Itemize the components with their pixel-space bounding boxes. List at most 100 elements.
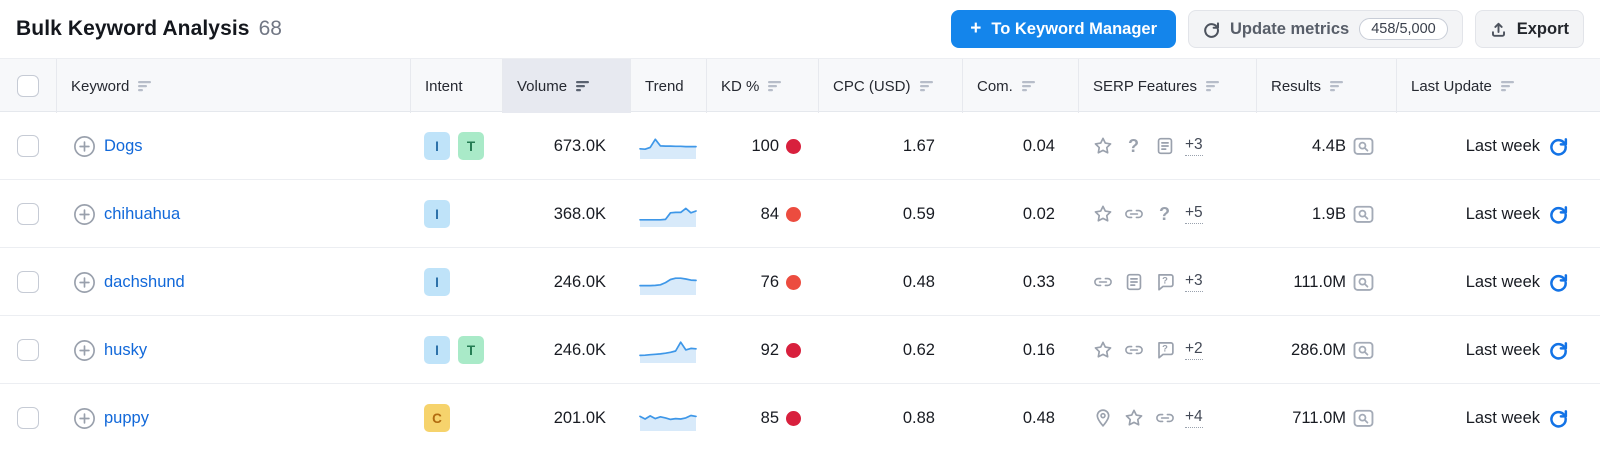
column-header-volume[interactable]: Volume — [502, 59, 630, 113]
keyword-link[interactable]: husky — [104, 340, 148, 359]
last-update-cell: Last week — [1396, 384, 1600, 452]
row-checkbox[interactable] — [17, 339, 39, 361]
row-checkbox[interactable] — [17, 135, 39, 157]
sort-icon — [1330, 81, 1344, 92]
add-to-list-icon[interactable] — [73, 271, 96, 294]
row-select-cell — [0, 112, 56, 180]
row-checkbox[interactable] — [17, 407, 39, 429]
export-button[interactable]: Export — [1474, 10, 1584, 48]
column-header-com[interactable]: Com. — [962, 59, 1078, 113]
column-header-intent[interactable]: Intent — [410, 59, 502, 113]
serp-more-link[interactable]: +4 — [1185, 408, 1203, 429]
refresh-metrics-icon[interactable] — [1549, 409, 1568, 428]
serp-preview-icon[interactable] — [1353, 273, 1374, 291]
cpc-value: 0.59 — [902, 204, 935, 223]
keyword-link[interactable]: Dogs — [104, 136, 143, 155]
kd-difficulty-dot — [786, 274, 801, 290]
serp-preview-icon[interactable] — [1353, 341, 1374, 359]
results-value: 1.9B — [1312, 204, 1346, 223]
column-label: Volume — [517, 77, 568, 95]
serp-preview-icon[interactable] — [1353, 409, 1374, 427]
sort-icon-active — [576, 81, 590, 92]
plus-icon: + — [970, 17, 982, 39]
question-icon: ? — [1159, 203, 1170, 224]
serp-more-link[interactable]: +5 — [1185, 204, 1203, 225]
row-checkbox[interactable] — [17, 203, 39, 225]
keyword-count: 68 — [258, 17, 282, 40]
trend-sparkline — [639, 406, 697, 431]
cpc-cell: 0.88 — [818, 384, 962, 452]
add-to-list-icon[interactable] — [73, 407, 96, 430]
refresh-metrics-icon[interactable] — [1549, 205, 1568, 224]
results-value: 711.0M — [1292, 408, 1346, 427]
volume-cell: 673.0K — [502, 112, 630, 180]
trend-sparkline — [639, 338, 697, 363]
update-metrics-button[interactable]: Update metrics 458/5,000 — [1188, 10, 1463, 48]
column-header-kd[interactable]: KD % — [706, 59, 818, 113]
keyword-link[interactable]: puppy — [104, 408, 149, 427]
row-select-cell — [0, 384, 56, 452]
serp-preview-icon[interactable] — [1353, 205, 1374, 223]
sort-icon — [138, 81, 152, 92]
refresh-metrics-icon[interactable] — [1549, 273, 1568, 292]
cpc-value: 0.48 — [902, 272, 935, 291]
serp-preview-icon[interactable] — [1353, 137, 1374, 155]
export-label: Export — [1516, 19, 1569, 38]
column-header-last-update[interactable]: Last Update — [1396, 59, 1600, 113]
serp-more-link[interactable]: +3 — [1185, 136, 1203, 157]
title-wrap: Bulk Keyword Analysis 68 — [16, 17, 282, 41]
table-row: chihuahua I 368.0K 84 0.59 0.02 ? +5 1.9B — [0, 180, 1600, 248]
intent-badge-i: I — [424, 200, 450, 228]
keyword-link[interactable]: chihuahua — [104, 204, 181, 223]
volume-value: 368.0K — [553, 204, 606, 223]
last-update-value: Last week — [1465, 340, 1540, 359]
column-header-trend[interactable]: Trend — [630, 59, 706, 113]
column-label: Keyword — [71, 77, 130, 95]
column-header-cpc[interactable]: CPC (USD) — [818, 59, 962, 113]
page-title: Bulk Keyword Analysis — [16, 17, 250, 40]
sort-icon — [1205, 81, 1219, 92]
intent-badges: C — [410, 384, 502, 452]
link-icon — [1123, 340, 1144, 361]
intent-badge-i: I — [424, 132, 450, 160]
cpc-cell: 0.59 — [818, 180, 962, 248]
trend-cell — [630, 384, 706, 452]
results-value: 286.0M — [1290, 340, 1346, 359]
com-cell: 0.48 — [962, 384, 1078, 452]
keyword-link[interactable]: dachshund — [104, 272, 185, 291]
intent-badge-c: C — [424, 404, 450, 432]
refresh-metrics-icon[interactable] — [1549, 137, 1568, 156]
serp-more-link[interactable]: +2 — [1185, 340, 1203, 361]
add-to-list-icon[interactable] — [73, 339, 96, 362]
cpc-cell: 0.48 — [818, 248, 962, 316]
select-all-checkbox[interactable] — [17, 75, 39, 97]
serp-more-link[interactable]: +3 — [1185, 272, 1203, 293]
column-header-keyword[interactable]: Keyword — [56, 59, 410, 113]
com-value: 0.02 — [1022, 204, 1055, 223]
last-update-value: Last week — [1465, 204, 1540, 223]
column-label: Intent — [425, 77, 463, 95]
column-label: Trend — [645, 77, 684, 95]
trend-sparkline — [639, 270, 697, 295]
kd-difficulty-dot — [786, 138, 801, 154]
results-cell: 286.0M — [1256, 316, 1396, 384]
last-update-cell: Last week — [1396, 316, 1600, 384]
column-label: CPC (USD) — [833, 77, 911, 95]
to-keyword-manager-label: To Keyword Manager — [991, 19, 1157, 38]
volume-value: 246.0K — [553, 272, 606, 291]
kd-difficulty-dot — [786, 410, 801, 426]
add-to-list-icon[interactable] — [73, 135, 96, 158]
to-keyword-manager-button[interactable]: + To Keyword Manager — [951, 10, 1176, 48]
star-icon — [1123, 408, 1144, 429]
refresh-metrics-icon[interactable] — [1549, 341, 1568, 360]
column-header-results[interactable]: Results — [1256, 59, 1396, 113]
link-icon — [1154, 408, 1175, 429]
column-header-serp-features[interactable]: SERP Features — [1078, 59, 1256, 113]
star-icon — [1092, 204, 1113, 225]
row-checkbox[interactable] — [17, 271, 39, 293]
add-to-list-icon[interactable] — [73, 203, 96, 226]
